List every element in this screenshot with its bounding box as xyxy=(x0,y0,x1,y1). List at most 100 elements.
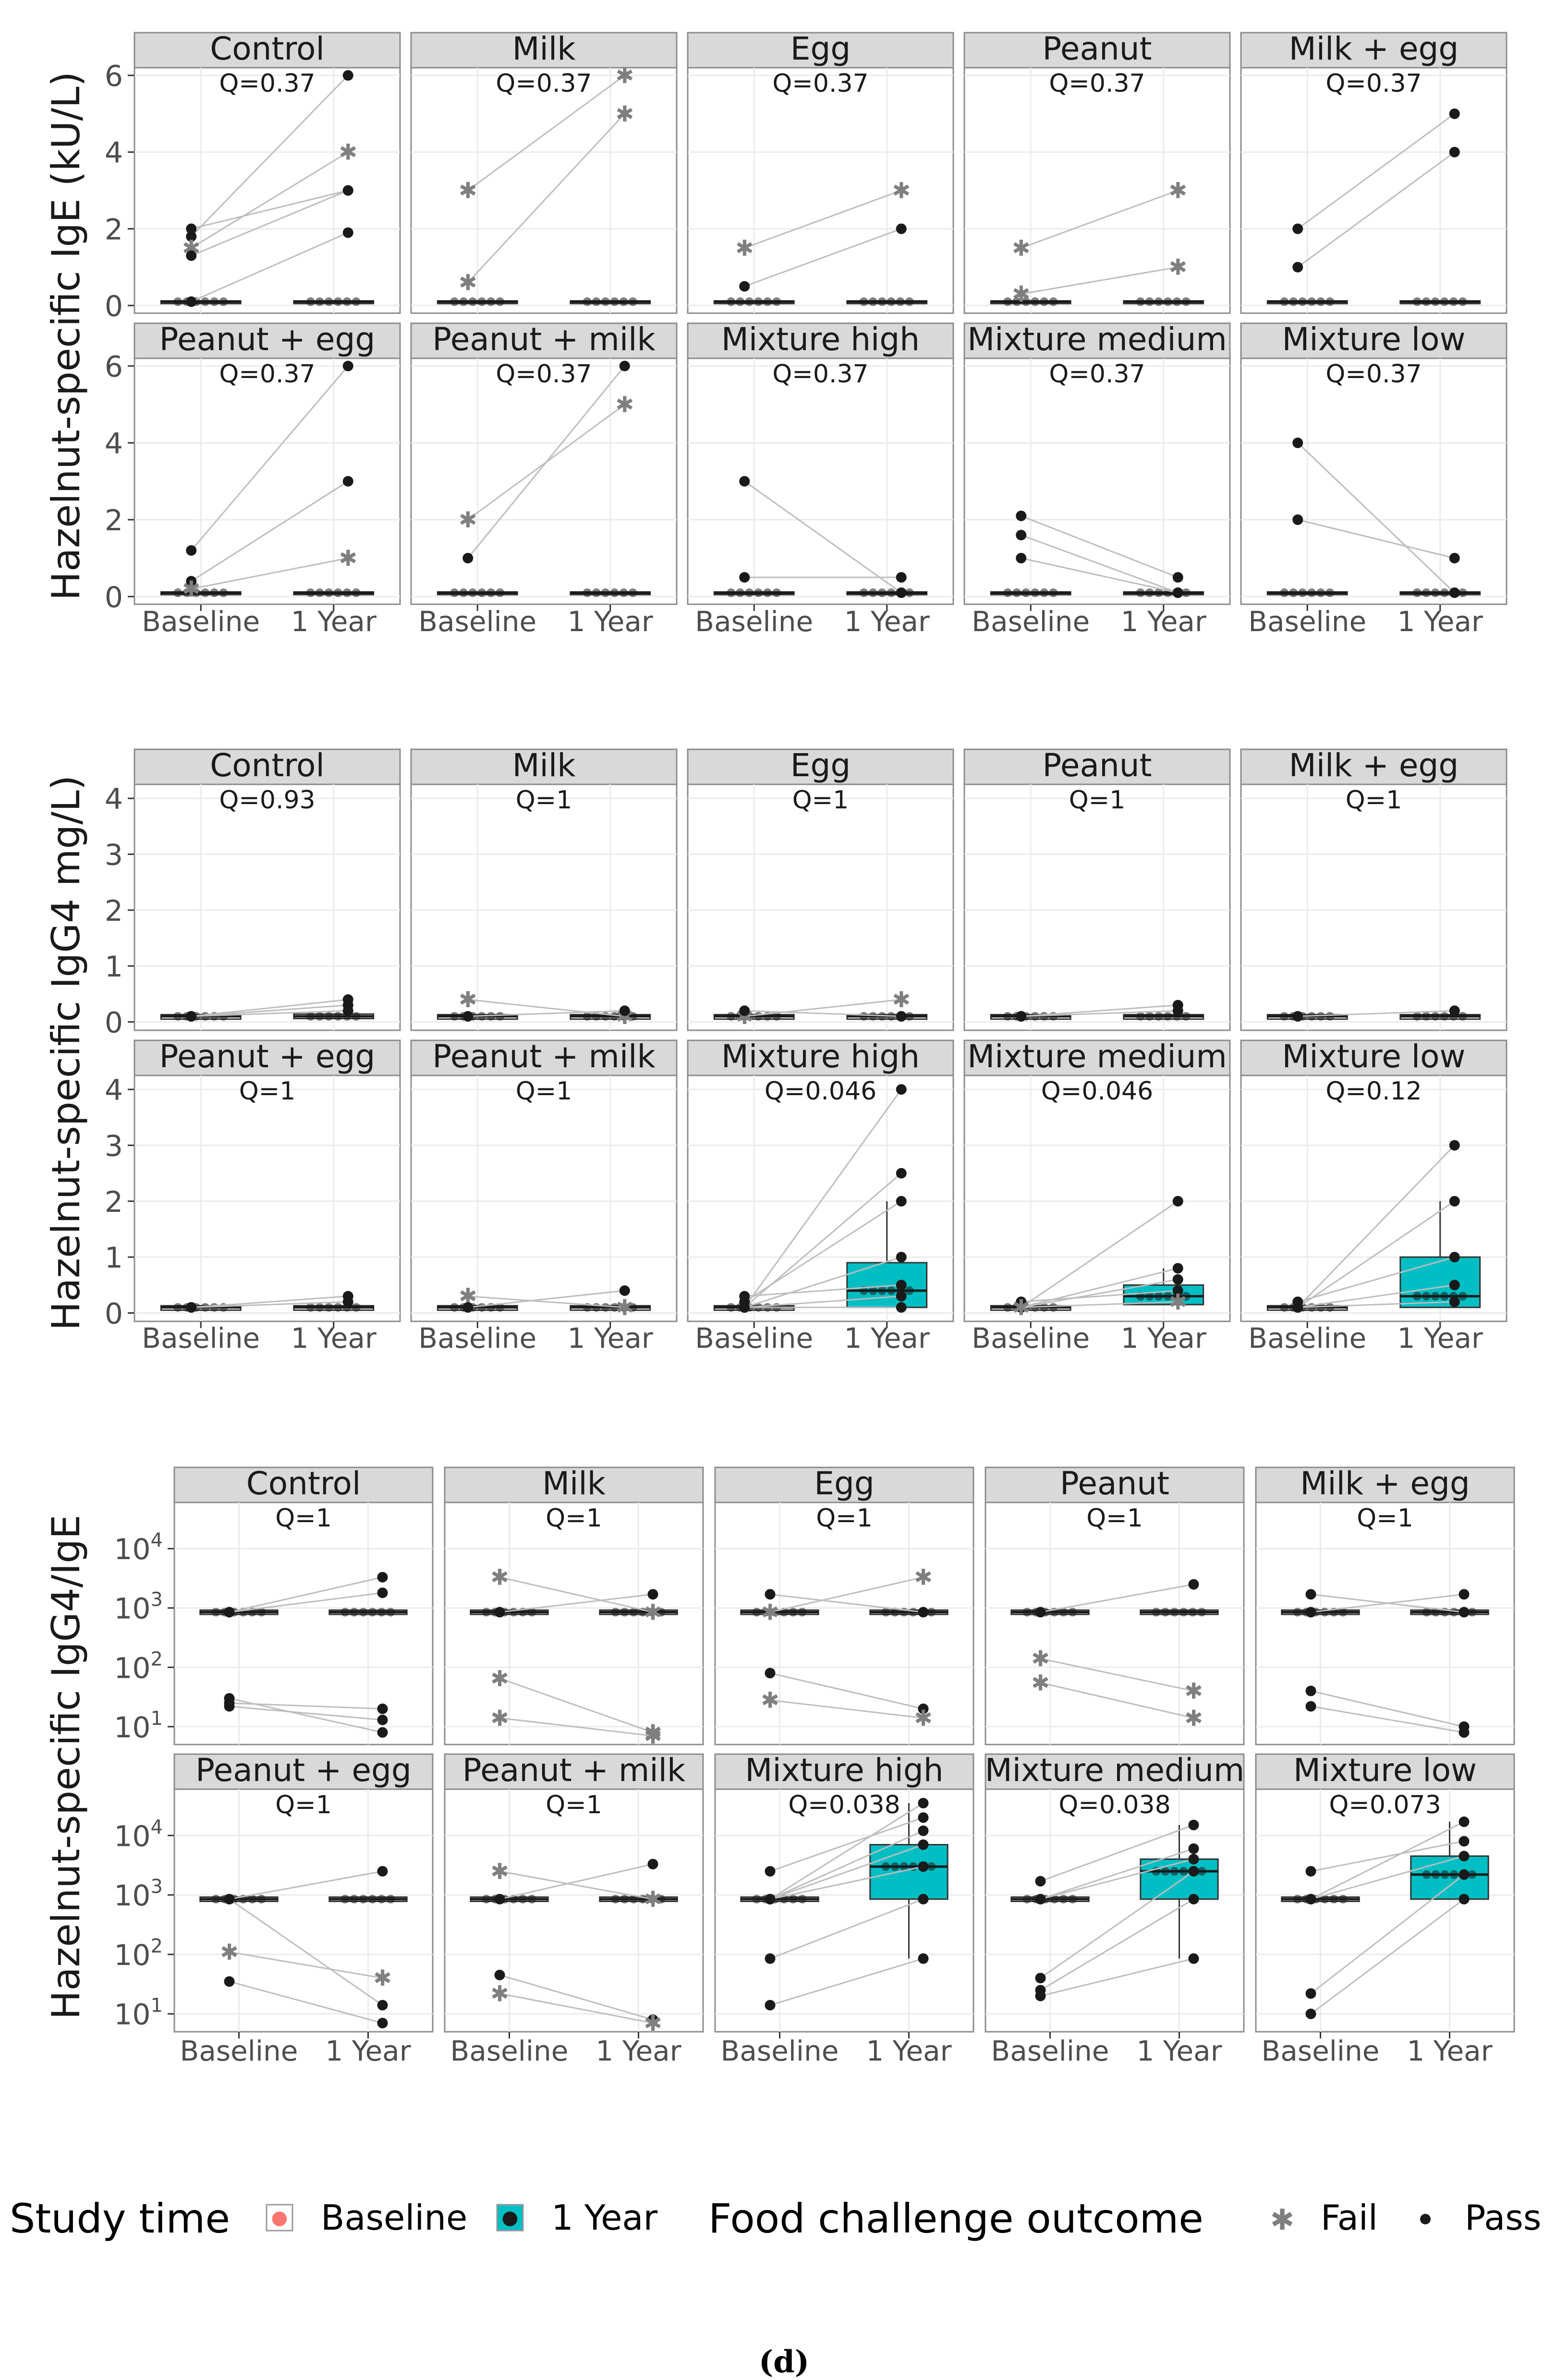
data-point-cluster xyxy=(761,1608,770,1617)
data-point-cluster xyxy=(890,1862,899,1871)
data-point-cluster xyxy=(527,1608,536,1617)
box xyxy=(1399,1256,1481,1308)
data-point-pass xyxy=(1188,1819,1199,1831)
x-tick-label: Baseline xyxy=(721,2035,839,2067)
pair-line xyxy=(191,190,349,230)
data-point-fail: ✱ xyxy=(1012,281,1031,307)
data-point-fail: ✱ xyxy=(1012,1294,1031,1320)
data-point-pass xyxy=(1305,1589,1316,1600)
data-point-cluster xyxy=(1458,297,1467,306)
data-point-pass xyxy=(765,1953,776,1964)
y-tick-label-exp: 2 xyxy=(151,1935,163,1957)
data-point-cluster xyxy=(1154,588,1163,597)
data-point-pass xyxy=(186,545,197,556)
data-point-pass xyxy=(377,1866,388,1877)
data-point-cluster xyxy=(881,1608,890,1617)
data-point-cluster xyxy=(1003,588,1012,597)
data-point-pass xyxy=(896,1196,907,1207)
y-tick-label: 0 xyxy=(105,581,123,614)
legend-time-title: Study time xyxy=(10,2195,230,2242)
data-point-pass xyxy=(377,1727,388,1738)
y-tick-label: 4 xyxy=(105,136,123,170)
panel-frame xyxy=(985,1788,1245,2033)
data-point-pass xyxy=(377,1714,388,1725)
data-point-pass xyxy=(1449,587,1460,598)
x-tick-label: Baseline xyxy=(1262,2035,1380,2067)
data-point-cluster xyxy=(1170,1608,1179,1617)
data-point-cluster xyxy=(754,588,763,597)
y-tick-label-exp: 1 xyxy=(151,1995,163,2017)
data-point-pass xyxy=(1305,2008,1316,2019)
x-tick-label: 1 Year xyxy=(568,605,653,638)
pair-line xyxy=(191,1004,348,1017)
data-point-pass xyxy=(896,1168,907,1179)
panel-frame xyxy=(687,357,954,605)
data-point-cluster xyxy=(877,588,887,597)
data-point-cluster xyxy=(324,1303,333,1312)
pair-line xyxy=(769,1844,924,1900)
x-tick-label: Baseline xyxy=(1248,1322,1366,1355)
data-point-cluster xyxy=(1422,1012,1431,1021)
pair-line xyxy=(770,1866,924,1900)
facet-strip xyxy=(1240,748,1507,785)
data-point-pass xyxy=(1292,1302,1303,1313)
data-point-cluster xyxy=(1320,1608,1329,1617)
facet-strip xyxy=(173,1466,434,1503)
data-point-cluster xyxy=(352,1012,361,1021)
pair-line xyxy=(769,1802,924,1900)
pair-line xyxy=(499,1863,653,1900)
pair-line xyxy=(1021,1004,1178,1017)
facet-panel: Mixture medium ✱ ✱ Q=0.046 Baseline 1 Year xyxy=(963,1038,1231,1355)
legend-fail-label: Fail xyxy=(1321,2197,1378,2238)
box xyxy=(1140,1858,1219,1900)
pair-line xyxy=(499,1593,653,1613)
data-point-cluster xyxy=(583,297,592,306)
q-value-label: Q=1 xyxy=(1086,1504,1143,1533)
data-point-cluster xyxy=(352,1303,361,1312)
data-point-pass xyxy=(186,576,197,586)
data-point-fail: ✱ xyxy=(892,987,911,1013)
pair-line xyxy=(1297,519,1455,559)
y-tick-label: 101 xyxy=(114,1708,163,1745)
data-point-cluster xyxy=(257,1608,266,1617)
data-point-cluster xyxy=(1422,1870,1431,1879)
data-point-pass xyxy=(1035,1607,1046,1618)
data-point-pass xyxy=(896,1011,907,1022)
panel-frame xyxy=(173,1501,434,1745)
pair-line xyxy=(1310,1898,1465,2014)
facet-title: Mixture medium xyxy=(967,1038,1227,1075)
data-point-fail: ✱ xyxy=(373,1965,392,1991)
pair-line xyxy=(1021,1301,1178,1308)
data-point-cluster xyxy=(518,1894,527,1904)
pair-line xyxy=(191,74,349,237)
data-point-cluster xyxy=(1059,1608,1068,1617)
data-point-cluster xyxy=(1040,297,1049,306)
figure-caption: (d) xyxy=(0,2344,1568,2380)
data-point-cluster xyxy=(1412,588,1422,597)
pair-line xyxy=(744,1295,901,1308)
data-point-cluster xyxy=(727,588,736,597)
pair-line xyxy=(770,1593,924,1613)
y-tick-label: 6 xyxy=(105,60,123,93)
data-point-pass xyxy=(377,1703,388,1714)
data-point-cluster xyxy=(210,297,219,306)
facet-title: Control xyxy=(210,747,325,784)
data-point-cluster xyxy=(1293,1608,1302,1617)
data-point-cluster xyxy=(1458,588,1467,597)
data-point-pass xyxy=(1035,1990,1046,2002)
pair-line xyxy=(1311,1855,1464,1900)
data-point-pass xyxy=(1449,1252,1460,1263)
data-point-pass xyxy=(224,1893,235,1904)
data-point-pass xyxy=(1016,1011,1027,1022)
data-point-cluster xyxy=(1152,1608,1161,1617)
data-point-cluster xyxy=(1161,1867,1170,1876)
y-tick-label-base: 10 xyxy=(114,1998,150,2032)
data-point-cluster xyxy=(486,297,496,306)
data-point-cluster xyxy=(1040,588,1049,597)
data-point-cluster xyxy=(1181,1012,1191,1021)
data-point-pass xyxy=(1016,530,1027,540)
data-point-cluster xyxy=(1449,1608,1459,1617)
data-point-pass xyxy=(1172,1285,1183,1296)
